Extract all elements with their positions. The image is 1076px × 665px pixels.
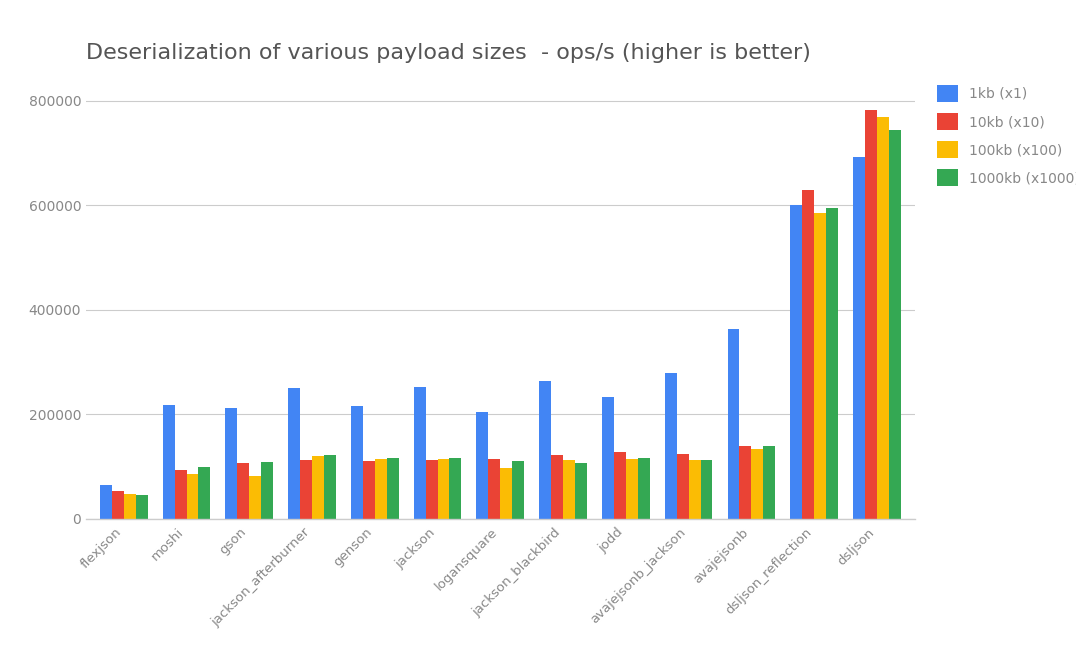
Bar [739, 446, 751, 519]
Bar [865, 110, 877, 519]
Bar [438, 459, 450, 519]
Bar [288, 388, 300, 519]
Bar [665, 374, 677, 519]
Bar [226, 408, 238, 519]
Bar [238, 464, 250, 519]
Bar [250, 476, 261, 519]
Bar [450, 458, 462, 519]
Bar [551, 455, 563, 519]
Bar [261, 462, 273, 519]
Bar [638, 458, 650, 519]
Bar [763, 446, 775, 519]
Bar [489, 459, 500, 519]
Bar [112, 491, 124, 519]
Bar [626, 459, 638, 519]
Bar [198, 467, 211, 519]
Bar [186, 474, 198, 519]
Bar [374, 459, 386, 519]
Bar [363, 462, 374, 519]
Bar [727, 329, 739, 519]
Bar [300, 460, 312, 519]
Bar [601, 398, 614, 519]
Bar [700, 460, 712, 519]
Bar [803, 190, 815, 519]
Bar [614, 452, 626, 519]
Bar [100, 485, 112, 519]
Bar [351, 406, 363, 519]
Bar [689, 460, 700, 519]
Bar [853, 156, 865, 519]
Bar [889, 130, 901, 519]
Bar [136, 495, 147, 519]
Bar [312, 456, 324, 519]
Legend: 1kb (x1), 10kb (x10), 100kb (x100), 1000kb (x1000): 1kb (x1), 10kb (x10), 100kb (x100), 1000… [930, 78, 1076, 193]
Bar [386, 458, 399, 519]
Bar [790, 205, 803, 519]
Bar [413, 387, 426, 519]
Bar [324, 455, 336, 519]
Bar [815, 213, 826, 519]
Bar [124, 494, 136, 519]
Bar [512, 462, 524, 519]
Bar [174, 470, 186, 519]
Bar [877, 118, 889, 519]
Text: Deserialization of various payload sizes  - ops/s (higher is better): Deserialization of various payload sizes… [86, 43, 811, 63]
Bar [500, 468, 512, 519]
Bar [826, 207, 838, 519]
Bar [477, 412, 489, 519]
Bar [539, 381, 551, 519]
Bar [563, 460, 575, 519]
Bar [426, 460, 438, 519]
Bar [677, 454, 689, 519]
Bar [575, 463, 587, 519]
Bar [162, 405, 174, 519]
Bar [751, 450, 763, 519]
